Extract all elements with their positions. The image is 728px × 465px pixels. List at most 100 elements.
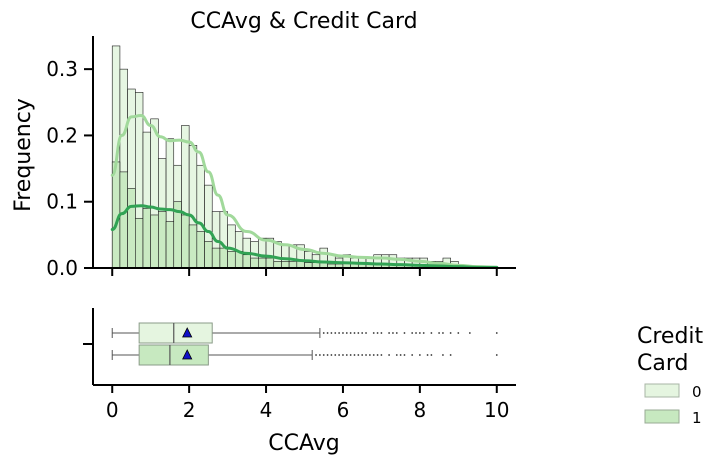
legend-title-line-2: Card	[637, 351, 688, 376]
outlier-0-29	[495, 332, 498, 334]
outlier-1-18	[388, 354, 390, 356]
legend-swatch-0	[644, 383, 680, 398]
outlier-1-15	[372, 354, 375, 356]
boxplot-plot	[111, 322, 498, 366]
outlier-0-8	[353, 332, 356, 334]
box-iqr-0	[138, 322, 213, 344]
kde-line-0	[110, 114, 499, 269]
hist-bar-1-19	[258, 257, 267, 269]
outlier-1-21	[403, 354, 406, 356]
outlier-0-13	[376, 332, 379, 334]
x-tick-label-4: 8	[413, 398, 426, 422]
outlier-0-22	[422, 332, 425, 334]
outlier-1-9	[349, 354, 352, 356]
histogram-plot	[110, 45, 499, 269]
hist-bar-1-9	[181, 214, 190, 269]
outlier-1-26	[442, 354, 444, 356]
outlier-1-16	[376, 354, 379, 356]
outlier-0-5	[342, 332, 344, 334]
outlier-1-5	[334, 354, 337, 356]
outlier-0-11	[365, 332, 367, 334]
hist-bar-1-12	[204, 241, 213, 269]
x-tick-label-2: 4	[260, 398, 273, 422]
outlier-0-9	[357, 332, 360, 334]
outlier-0-6	[345, 332, 348, 334]
outlier-1-17	[380, 354, 383, 356]
hist-bar-1-3	[135, 217, 144, 269]
y-axis-label: Frequency	[11, 98, 36, 212]
x-tick-label-3: 6	[337, 398, 350, 422]
hist-bar-1-6	[158, 211, 167, 269]
box-iqr-1	[138, 344, 209, 366]
outlier-0-26	[449, 332, 452, 334]
outlier-1-0	[315, 354, 317, 356]
outlier-1-25	[430, 354, 433, 356]
outlier-1-13	[365, 354, 367, 356]
outlier-1-28	[495, 354, 498, 356]
outlier-1-20	[399, 354, 402, 356]
y-tick-label-3: 0.3	[46, 57, 78, 81]
legend-swatch-1	[644, 409, 680, 424]
outlier-0-16	[392, 332, 394, 334]
outlier-1-6	[338, 354, 341, 356]
hist-bar-1-17	[242, 254, 251, 269]
outlier-1-23	[418, 354, 421, 356]
outlier-1-8	[345, 354, 348, 356]
x-tick-label-1: 2	[183, 398, 196, 422]
outlier-1-2	[322, 354, 325, 356]
outlier-0-27	[457, 332, 460, 334]
outlier-0-19	[411, 332, 414, 334]
legend-label-1: 1	[692, 409, 702, 427]
x-tick-label-0: 0	[106, 398, 119, 422]
hist-bar-1-5	[150, 214, 159, 269]
y-tick-label-1: 0.1	[46, 190, 78, 214]
outlier-0-7	[349, 332, 352, 334]
hist-bar-1-11	[196, 231, 205, 269]
outlier-0-1	[326, 332, 329, 334]
outlier-0-24	[438, 332, 440, 334]
outlier-0-18	[403, 332, 406, 334]
outlier-1-22	[411, 354, 414, 356]
mean-marker-0	[182, 327, 193, 338]
outlier-0-21	[418, 332, 421, 334]
hist-bar-1-14	[219, 247, 228, 269]
outlier-1-4	[330, 354, 333, 356]
outlier-0-14	[380, 332, 383, 334]
outlier-1-27	[449, 354, 452, 356]
hist-bar-1-4	[142, 208, 151, 269]
outlier-0-0	[322, 332, 325, 334]
outlier-1-10	[353, 354, 356, 356]
legend: Credit Card 0 1	[637, 324, 704, 427]
outlier-0-17	[395, 332, 398, 334]
x-tick-label-5: 10	[484, 398, 509, 422]
outlier-0-12	[372, 332, 375, 334]
hist-bar-1-2	[127, 188, 136, 269]
outlier-0-15	[388, 332, 390, 334]
chart-title: CCAvg & Credit Card	[190, 9, 417, 34]
outlier-1-14	[368, 354, 371, 356]
outlier-1-12	[361, 354, 364, 356]
legend-title-line-1: Credit	[637, 324, 704, 349]
boxplot-1	[111, 344, 498, 366]
outlier-1-11	[357, 354, 360, 356]
kde-line-1	[110, 204, 499, 269]
hist-bar-1-1	[119, 171, 128, 269]
hist-bar-1-20	[265, 257, 275, 269]
hist-bar-1-10	[188, 224, 198, 269]
outlier-1-3	[326, 354, 329, 356]
outlier-1-7	[342, 354, 344, 356]
outlier-0-28	[468, 332, 471, 334]
outlier-1-19	[395, 354, 398, 356]
hist-bar-1-18	[250, 257, 259, 269]
mean-marker-1	[182, 349, 193, 360]
y-tick-label-0: 0.0	[46, 256, 78, 280]
hist-bar-1-7	[165, 221, 175, 269]
outlier-0-3	[334, 332, 337, 334]
y-tick-label-2: 0.2	[46, 123, 78, 147]
outlier-0-20	[415, 332, 417, 334]
outlier-0-25	[442, 332, 444, 334]
hist-bar-1-13	[211, 247, 221, 269]
boxplot-0	[111, 322, 498, 344]
x-axis-label: CCAvg	[268, 431, 339, 456]
